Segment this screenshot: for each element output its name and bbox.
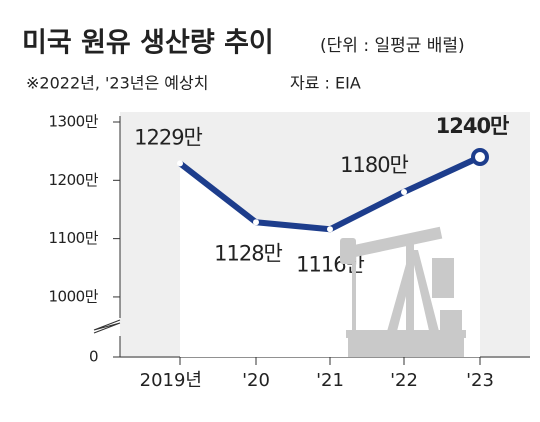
chart-subtitle: (단위 : 일평균 배럴): [320, 36, 465, 56]
chart-title: 미국 원유 생산량 추이: [22, 28, 274, 59]
value-label: 1180만: [340, 153, 408, 177]
point: [327, 226, 333, 233]
source: 자료 : EIA: [290, 74, 361, 93]
x-tick-label: '22: [390, 370, 418, 391]
value-label: 1128만: [214, 241, 282, 265]
point: [401, 188, 407, 195]
point: [253, 219, 259, 226]
axis-break: [93, 319, 121, 334]
note: ※2022년, '23년은 예상치: [26, 74, 208, 93]
y-tick-label: 1000만: [49, 287, 99, 305]
point: [177, 160, 183, 167]
x-tick-label: 2019년: [140, 370, 202, 391]
x-tick-label: '21: [316, 370, 344, 391]
value-label: 1240만: [436, 114, 509, 138]
y-tick-label: 0: [89, 348, 98, 366]
value-label: 1229만: [134, 125, 202, 149]
area: [180, 156, 480, 357]
point: [471, 147, 489, 166]
x-tick-label: '23: [466, 370, 494, 391]
plot: 0 1000만 1100만 1200만 1300만 2019년 '20 '21 '22 '23 12…: [49, 113, 530, 391]
y-tick-label: 1200만: [49, 171, 99, 189]
oil-pump-icon: [340, 226, 466, 357]
y-tick-label: 1100만: [49, 229, 99, 247]
x-tick-label: '20: [242, 370, 270, 391]
y-tick-label: 1300만: [49, 113, 99, 131]
